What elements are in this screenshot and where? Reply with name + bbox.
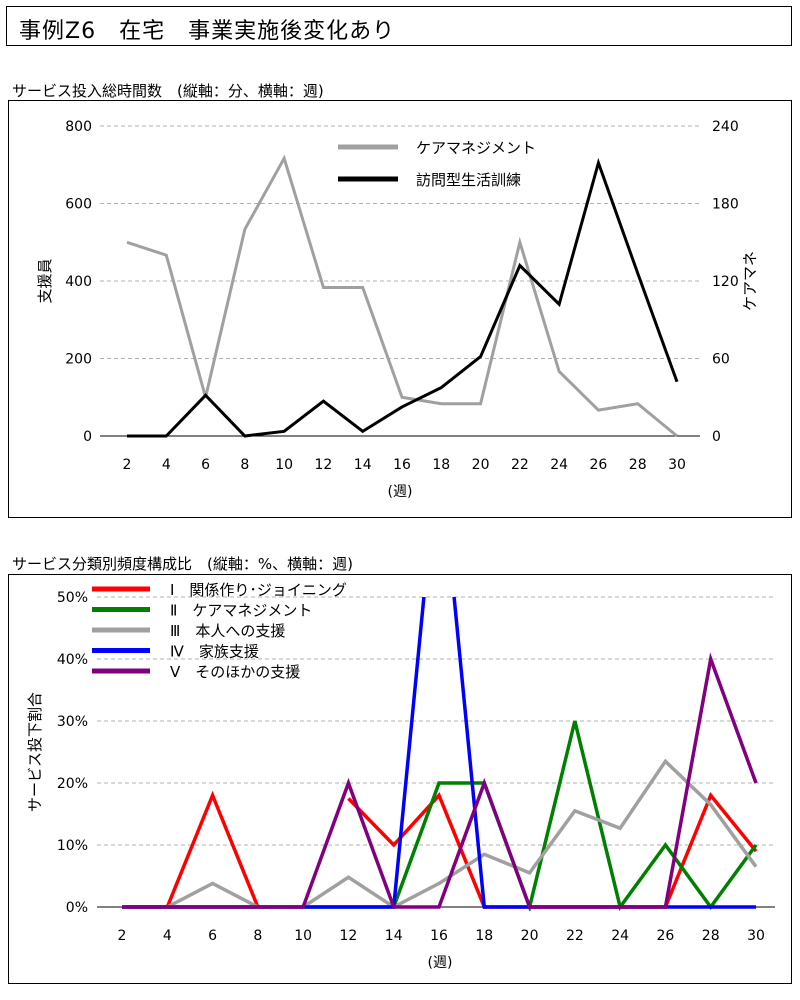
x-axis-label: (週): [388, 484, 413, 500]
x-tick-label: 16: [393, 457, 411, 473]
y-axis-label: サービス投下割合: [26, 692, 44, 812]
chart1-title: サービス投入総時間数 (縦軸：分、横軸：週): [12, 82, 324, 100]
y-left-tick-label: 400: [65, 274, 92, 290]
y-tick-label: 10%: [57, 838, 88, 854]
x-tick-label: 28: [702, 928, 720, 944]
series-line-2: [122, 720, 758, 911]
x-tick-label: 14: [385, 928, 403, 944]
x-tick-label: 8: [253, 928, 262, 944]
x-tick-label: 28: [629, 457, 647, 473]
y-right-tick-label: 180: [712, 197, 739, 213]
x-tick-label: 6: [208, 928, 217, 944]
y-tick-label: 40%: [57, 652, 88, 668]
series-line-2: [127, 157, 679, 438]
chart1-frame: [8, 100, 792, 518]
series-line-5: [122, 652, 758, 909]
y-right-axis-label: ケアマネ: [741, 251, 759, 311]
x-tick-label: 26: [657, 928, 675, 944]
page-title-box: 事例Z6 在宅 事業実施後変化あり: [6, 6, 792, 46]
x-tick-label: 18: [432, 457, 450, 473]
page-title: 事例Z6 在宅 事業実施後変化あり: [19, 19, 396, 44]
x-tick-label: 10: [294, 928, 312, 944]
x-tick-label: 20: [472, 457, 490, 473]
x-tick-label: 8: [240, 457, 249, 473]
x-tick-label: 4: [162, 457, 171, 473]
y-tick-label: 30%: [57, 714, 88, 730]
legend-label-1: ケアマネジメント: [416, 139, 536, 157]
x-tick-label: 12: [340, 928, 358, 944]
series-line-1: [122, 790, 260, 909]
x-axis-label: (週): [428, 955, 453, 971]
x-tick-label: 30: [668, 457, 686, 473]
y-right-tick-label: 0: [712, 429, 721, 445]
x-tick-label: 4: [163, 928, 172, 944]
legend-label-1: Ⅰ 関係作り･ジョイニング: [170, 581, 347, 599]
x-tick-label: 30: [747, 928, 765, 944]
x-tick-label: 22: [511, 457, 529, 473]
y-left-tick-label: 0: [83, 429, 92, 445]
y-right-tick-label: 120: [712, 274, 739, 290]
chart2-title: サービス分類別頻度構成比 (縦軸：%、横軸：週): [12, 555, 353, 573]
x-tick-label: 24: [550, 457, 568, 473]
legend-label-4: Ⅳ 家族支援: [170, 643, 259, 661]
series-line-1: [126, 154, 678, 438]
series-line-3: [122, 758, 758, 910]
x-tick-label: 20: [521, 928, 539, 944]
y-left-tick-label: 200: [65, 352, 92, 368]
x-tick-label: 10: [275, 457, 293, 473]
y-right-tick-label: 240: [712, 119, 739, 135]
y-left-tick-label: 600: [65, 197, 92, 213]
legend-label-2: Ⅱ ケアマネジメント: [170, 602, 312, 620]
x-tick-label: 26: [590, 457, 608, 473]
x-tick-label: 6: [201, 457, 210, 473]
y-left-tick-label: 800: [65, 119, 92, 135]
y-left-axis-label: 支援員: [36, 258, 54, 303]
x-tick-label: 18: [475, 928, 493, 944]
x-tick-label: 12: [315, 457, 333, 473]
x-tick-label: 16: [430, 928, 448, 944]
legend-label-2: 訪問型生活訓練: [416, 171, 521, 189]
x-tick-label: 14: [354, 457, 372, 473]
x-tick-label: 2: [118, 928, 127, 944]
x-tick-label: 2: [123, 457, 132, 473]
chart2-frame: [8, 574, 792, 984]
y-tick-label: 0%: [66, 900, 88, 916]
x-tick-label: 24: [611, 928, 629, 944]
y-tick-label: 50%: [57, 590, 88, 606]
y-right-tick-label: 60: [712, 352, 730, 368]
x-tick-label: 22: [566, 928, 584, 944]
y-tick-label: 20%: [57, 776, 88, 792]
legend-label-5: Ⅴ そのほかの支援: [170, 663, 300, 681]
legend-label-3: Ⅲ 本人への支援: [170, 622, 285, 640]
